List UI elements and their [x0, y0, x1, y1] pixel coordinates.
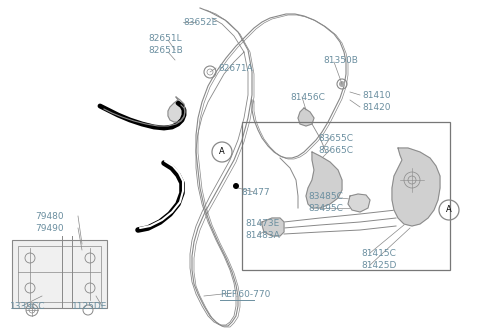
Polygon shape: [168, 97, 185, 122]
Text: 82651L: 82651L: [148, 34, 181, 43]
Text: 81477: 81477: [241, 188, 270, 197]
Text: 81415C: 81415C: [361, 249, 396, 258]
Polygon shape: [348, 194, 370, 212]
Bar: [12, 240, 107, 308]
Text: 79490: 79490: [35, 224, 64, 233]
Polygon shape: [298, 108, 314, 126]
Text: A: A: [446, 206, 452, 215]
Circle shape: [339, 81, 345, 87]
Text: 81410: 81410: [362, 91, 391, 100]
Text: 81456C: 81456C: [290, 93, 325, 102]
Text: 79480: 79480: [35, 212, 64, 221]
Text: 81425D: 81425D: [361, 261, 396, 270]
Bar: [242, 122, 450, 270]
Text: 83655C: 83655C: [318, 134, 353, 143]
Bar: [18, 246, 101, 302]
Text: 81473E: 81473E: [245, 219, 279, 228]
Text: A: A: [219, 148, 225, 156]
Text: 83495C: 83495C: [308, 204, 343, 213]
Text: 1339CC: 1339CC: [10, 302, 46, 311]
Text: 81483A: 81483A: [245, 231, 280, 240]
Text: 82651B: 82651B: [148, 46, 183, 55]
Polygon shape: [392, 148, 440, 226]
Text: 81350B: 81350B: [323, 56, 358, 65]
Text: 83665C: 83665C: [318, 146, 353, 155]
Circle shape: [233, 183, 239, 189]
Text: 81420: 81420: [362, 103, 391, 112]
Text: 1125DE: 1125DE: [72, 302, 108, 311]
Text: 83652E: 83652E: [183, 18, 217, 27]
Polygon shape: [306, 152, 342, 208]
Text: 82671A: 82671A: [218, 64, 253, 73]
Text: REF.60-770: REF.60-770: [220, 290, 270, 299]
Text: 83485C: 83485C: [308, 192, 343, 201]
Polygon shape: [262, 218, 284, 236]
